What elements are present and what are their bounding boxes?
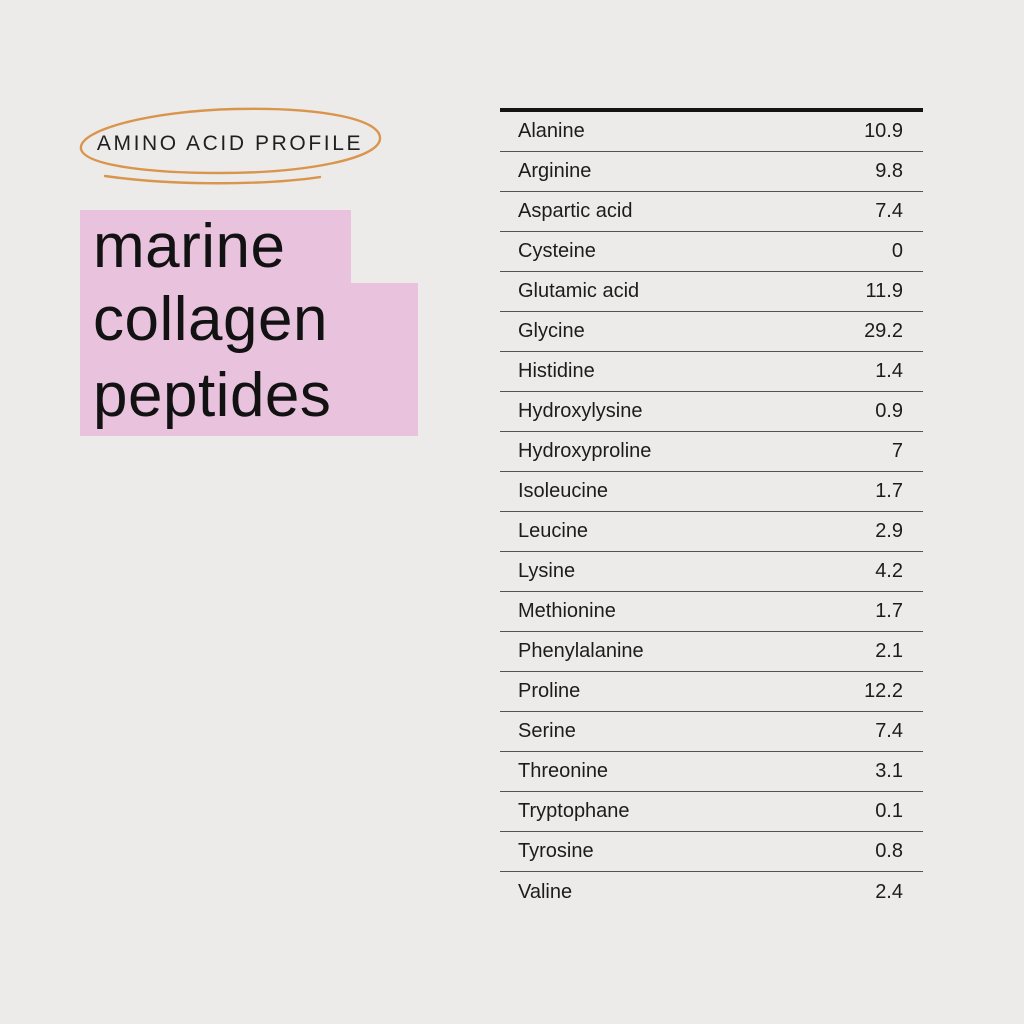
amino-acid-name: Hydroxylysine: [518, 400, 643, 422]
table-row: Arginine 9.8: [500, 152, 923, 192]
amino-acid-name: Aspartic acid: [518, 200, 633, 222]
title-line-marine: marine: [80, 210, 351, 283]
amino-acid-name: Tyrosine: [518, 840, 594, 862]
table-row: Lysine 4.2: [500, 552, 923, 592]
badge-label: AMINO ACID PROFILE: [96, 132, 364, 155]
table-row: Glutamic acid 11.9: [500, 272, 923, 312]
amino-acid-value: 1.4: [875, 360, 903, 382]
table-row: Valine 2.4: [500, 872, 923, 912]
amino-acid-name: Arginine: [518, 160, 592, 182]
table-row: Serine 7.4: [500, 712, 923, 752]
amino-acid-name: Tryptophane: [518, 800, 630, 822]
amino-acid-name: Alanine: [518, 120, 585, 142]
table-row: Histidine 1.4: [500, 352, 923, 392]
amino-acid-value: 0.9: [875, 400, 903, 422]
amino-acid-name: Isoleucine: [518, 480, 609, 502]
table-row: Tryptophane 0.1: [500, 792, 923, 832]
amino-acid-name: Phenylalanine: [518, 640, 644, 662]
amino-acid-value: 7.4: [875, 200, 903, 222]
table-row: Hydroxyproline 7: [500, 432, 923, 472]
amino-acid-name: Glycine: [518, 320, 585, 342]
amino-acid-value: 7.4: [875, 720, 903, 742]
amino-acid-name: Hydroxyproline: [518, 440, 652, 462]
amino-acid-value: 2.4: [875, 880, 903, 903]
table-row: Leucine 2.9: [500, 512, 923, 552]
amino-acid-name: Histidine: [518, 360, 595, 382]
table-row: Glycine 29.2: [500, 312, 923, 352]
amino-acid-value: 11.9: [865, 280, 903, 302]
title-line-peptides: peptides: [80, 356, 418, 436]
table-row: Threonine 3.1: [500, 752, 923, 792]
amino-acid-name: Proline: [518, 680, 581, 702]
amino-acid-name: Lysine: [518, 560, 576, 582]
amino-acid-value: 3.1: [875, 760, 903, 782]
amino-acid-name: Glutamic acid: [518, 280, 640, 302]
table-row: Alanine 10.9: [500, 112, 923, 152]
product-title: marine collagen peptides: [80, 210, 418, 436]
amino-acid-name: Threonine: [518, 760, 609, 782]
amino-acid-value: 2.9: [875, 520, 903, 542]
amino-acid-value: 1.7: [875, 480, 903, 502]
amino-acid-name: Methionine: [518, 600, 616, 622]
amino-acid-value: 4.2: [875, 560, 903, 582]
table-row: Cysteine 0: [500, 232, 923, 272]
table-row: Aspartic acid 7.4: [500, 192, 923, 232]
amino-acid-name: Leucine: [518, 520, 589, 542]
table-row: Methionine 1.7: [500, 592, 923, 632]
amino-acid-value: 7: [891, 440, 903, 462]
table-row: Proline 12.2: [500, 672, 923, 712]
table-row: Hydroxylysine 0.9: [500, 392, 923, 432]
title-line-collagen: collagen: [80, 283, 418, 356]
amino-acid-name: Valine: [518, 880, 573, 903]
amino-acid-table: Alanine 10.9 Arginine 9.8 Aspartic acid …: [500, 108, 923, 912]
amino-acid-value: 0.1: [875, 800, 903, 822]
amino-acid-profile-badge: AMINO ACID PROFILE: [75, 102, 385, 186]
amino-acid-value: 0: [891, 240, 903, 262]
amino-acid-value: 0.8: [875, 840, 903, 862]
amino-acid-value: 29.2: [864, 320, 903, 342]
amino-acid-value: 12.2: [864, 680, 903, 702]
amino-acid-value: 2.1: [875, 640, 903, 662]
amino-acid-name: Cysteine: [518, 240, 596, 262]
amino-acid-value: 9.8: [875, 160, 903, 182]
amino-acid-value: 10.9: [864, 120, 903, 142]
amino-acid-value: 1.7: [875, 600, 903, 622]
table-row: Isoleucine 1.7: [500, 472, 923, 512]
amino-acid-name: Serine: [518, 720, 576, 742]
table-row: Phenylalanine 2.1: [500, 632, 923, 672]
table-row: Tyrosine 0.8: [500, 832, 923, 872]
